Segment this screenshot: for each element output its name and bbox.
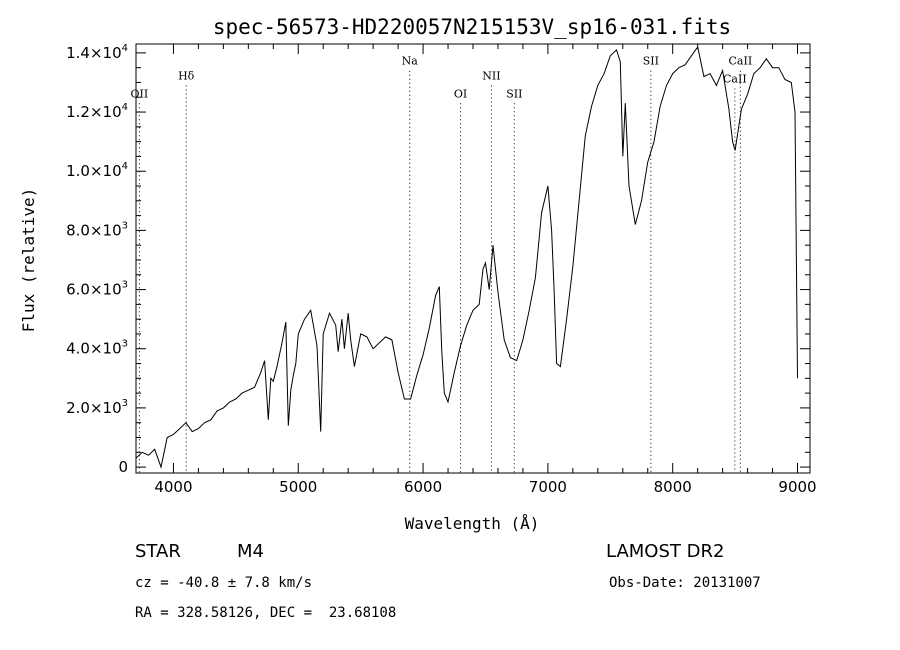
line-label-5: SII [506,87,522,100]
redshift-velocity: cz = -40.8 ± 7.8 km/s [135,575,313,591]
x-tick-label: 6000 [404,478,442,496]
chart-title: spec-56573-HD220057N215153V_sp16-031.fit… [213,15,731,39]
coordinates: RA = 328.58126, DEC = 23.68108 [135,605,397,621]
spectral-line-markers: OII Hδ Na OI NII SII SII CaII CaII [131,55,753,473]
line-label-8: CaII [729,55,753,68]
line-label-4: NII [482,70,500,83]
line-label-6: SII [643,55,659,68]
y-tick-label: 4.0×103 [66,339,128,358]
y-tick-label: 1.0×104 [66,161,128,180]
spectrum-line [135,45,798,469]
x-tick-label: 4000 [154,478,192,496]
y-tick-label: 1.4×104 [66,43,128,62]
spectrum-chart: spec-56573-HD220057N215153V_sp16-031.fit… [19,15,817,533]
y-tick-label: 2.0×103 [66,398,128,417]
x-tick-label: 8000 [654,478,692,496]
y-axis: 0 2.0×103 4.0×103 6.0×103 8.0×103 1.0×104 1.2×… [66,43,810,476]
y-tick-label: 0 [118,458,128,476]
line-label-0: OII [131,87,149,100]
x-tick-label: 5000 [279,478,317,496]
x-tick-label: 9000 [778,478,816,496]
plot-frame [135,43,811,474]
y-tick-label: 6.0×103 [66,280,128,299]
x-axis-label: Wavelength (Å) [405,514,540,533]
object-type: STAR [135,541,181,562]
survey-release: LAMOST DR2 [606,541,725,562]
line-label-1: Hδ [178,70,195,83]
observation-date: Obs-Date: 20131007 [609,575,761,591]
object-subclass: M4 [237,541,264,562]
line-label-7: CaII [723,72,747,85]
x-tick-label: 7000 [529,478,567,496]
line-label-3: OI [454,87,467,100]
line-label-2: Na [402,55,419,68]
y-tick-label: 1.2×104 [66,102,128,121]
y-axis-label: Flux (relative) [19,188,38,333]
y-tick-label: 8.0×103 [66,220,128,239]
x-axis: 4000 5000 6000 7000 8000 9000 [154,44,817,496]
